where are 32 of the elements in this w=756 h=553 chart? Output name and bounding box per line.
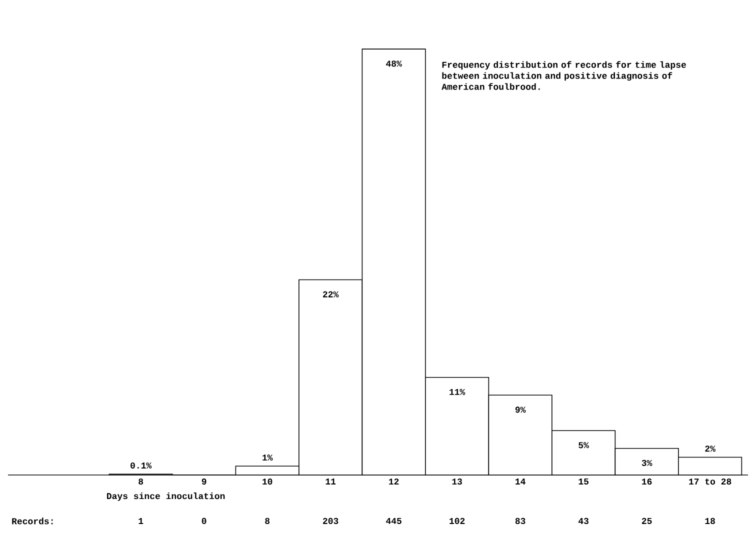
text: 445 — [386, 518, 402, 524]
x-tick-label: 10 — [262, 478, 272, 485]
data-label: 11% — [450, 388, 466, 395]
x-tick-label: 16 — [642, 478, 652, 485]
x-axis-title: Days since inoculation — [107, 492, 225, 501]
text: 1 — [138, 518, 144, 524]
text: 83 — [515, 518, 526, 524]
data-label: 48% — [386, 60, 402, 67]
data-label: 0.1% — [130, 462, 152, 469]
data-label: 3% — [642, 460, 652, 466]
data-label: 5% — [578, 442, 589, 448]
text: 0 — [202, 518, 206, 524]
text: 203 — [323, 518, 338, 524]
text: 102 — [450, 518, 465, 524]
text: 18 — [705, 518, 715, 524]
x-tick-label: 12 — [389, 478, 399, 485]
data-label: 2% — [705, 446, 716, 452]
x-tick-label: 14 — [516, 478, 526, 484]
x-tick-label: 13 — [452, 478, 462, 485]
x-tick-label: 9 — [202, 478, 206, 485]
text: 43 — [578, 518, 588, 524]
data-label: 1% — [262, 454, 273, 461]
x-tick-label: 11 — [326, 478, 336, 484]
x-tick-label: 15 — [578, 478, 588, 485]
data-label: 22% — [323, 291, 339, 298]
annotation: Frequency distribution of records for time lapse between inoculation and positive diagnosis of American foulbrood. — [442, 61, 686, 90]
data-label: 9% — [515, 406, 526, 413]
text: 25 — [642, 518, 652, 524]
x-tick-label: 8 — [138, 478, 144, 485]
x-tick-label: 17 to 28 — [689, 478, 732, 485]
text: Records: — [12, 518, 53, 524]
text: 8 — [265, 518, 270, 524]
